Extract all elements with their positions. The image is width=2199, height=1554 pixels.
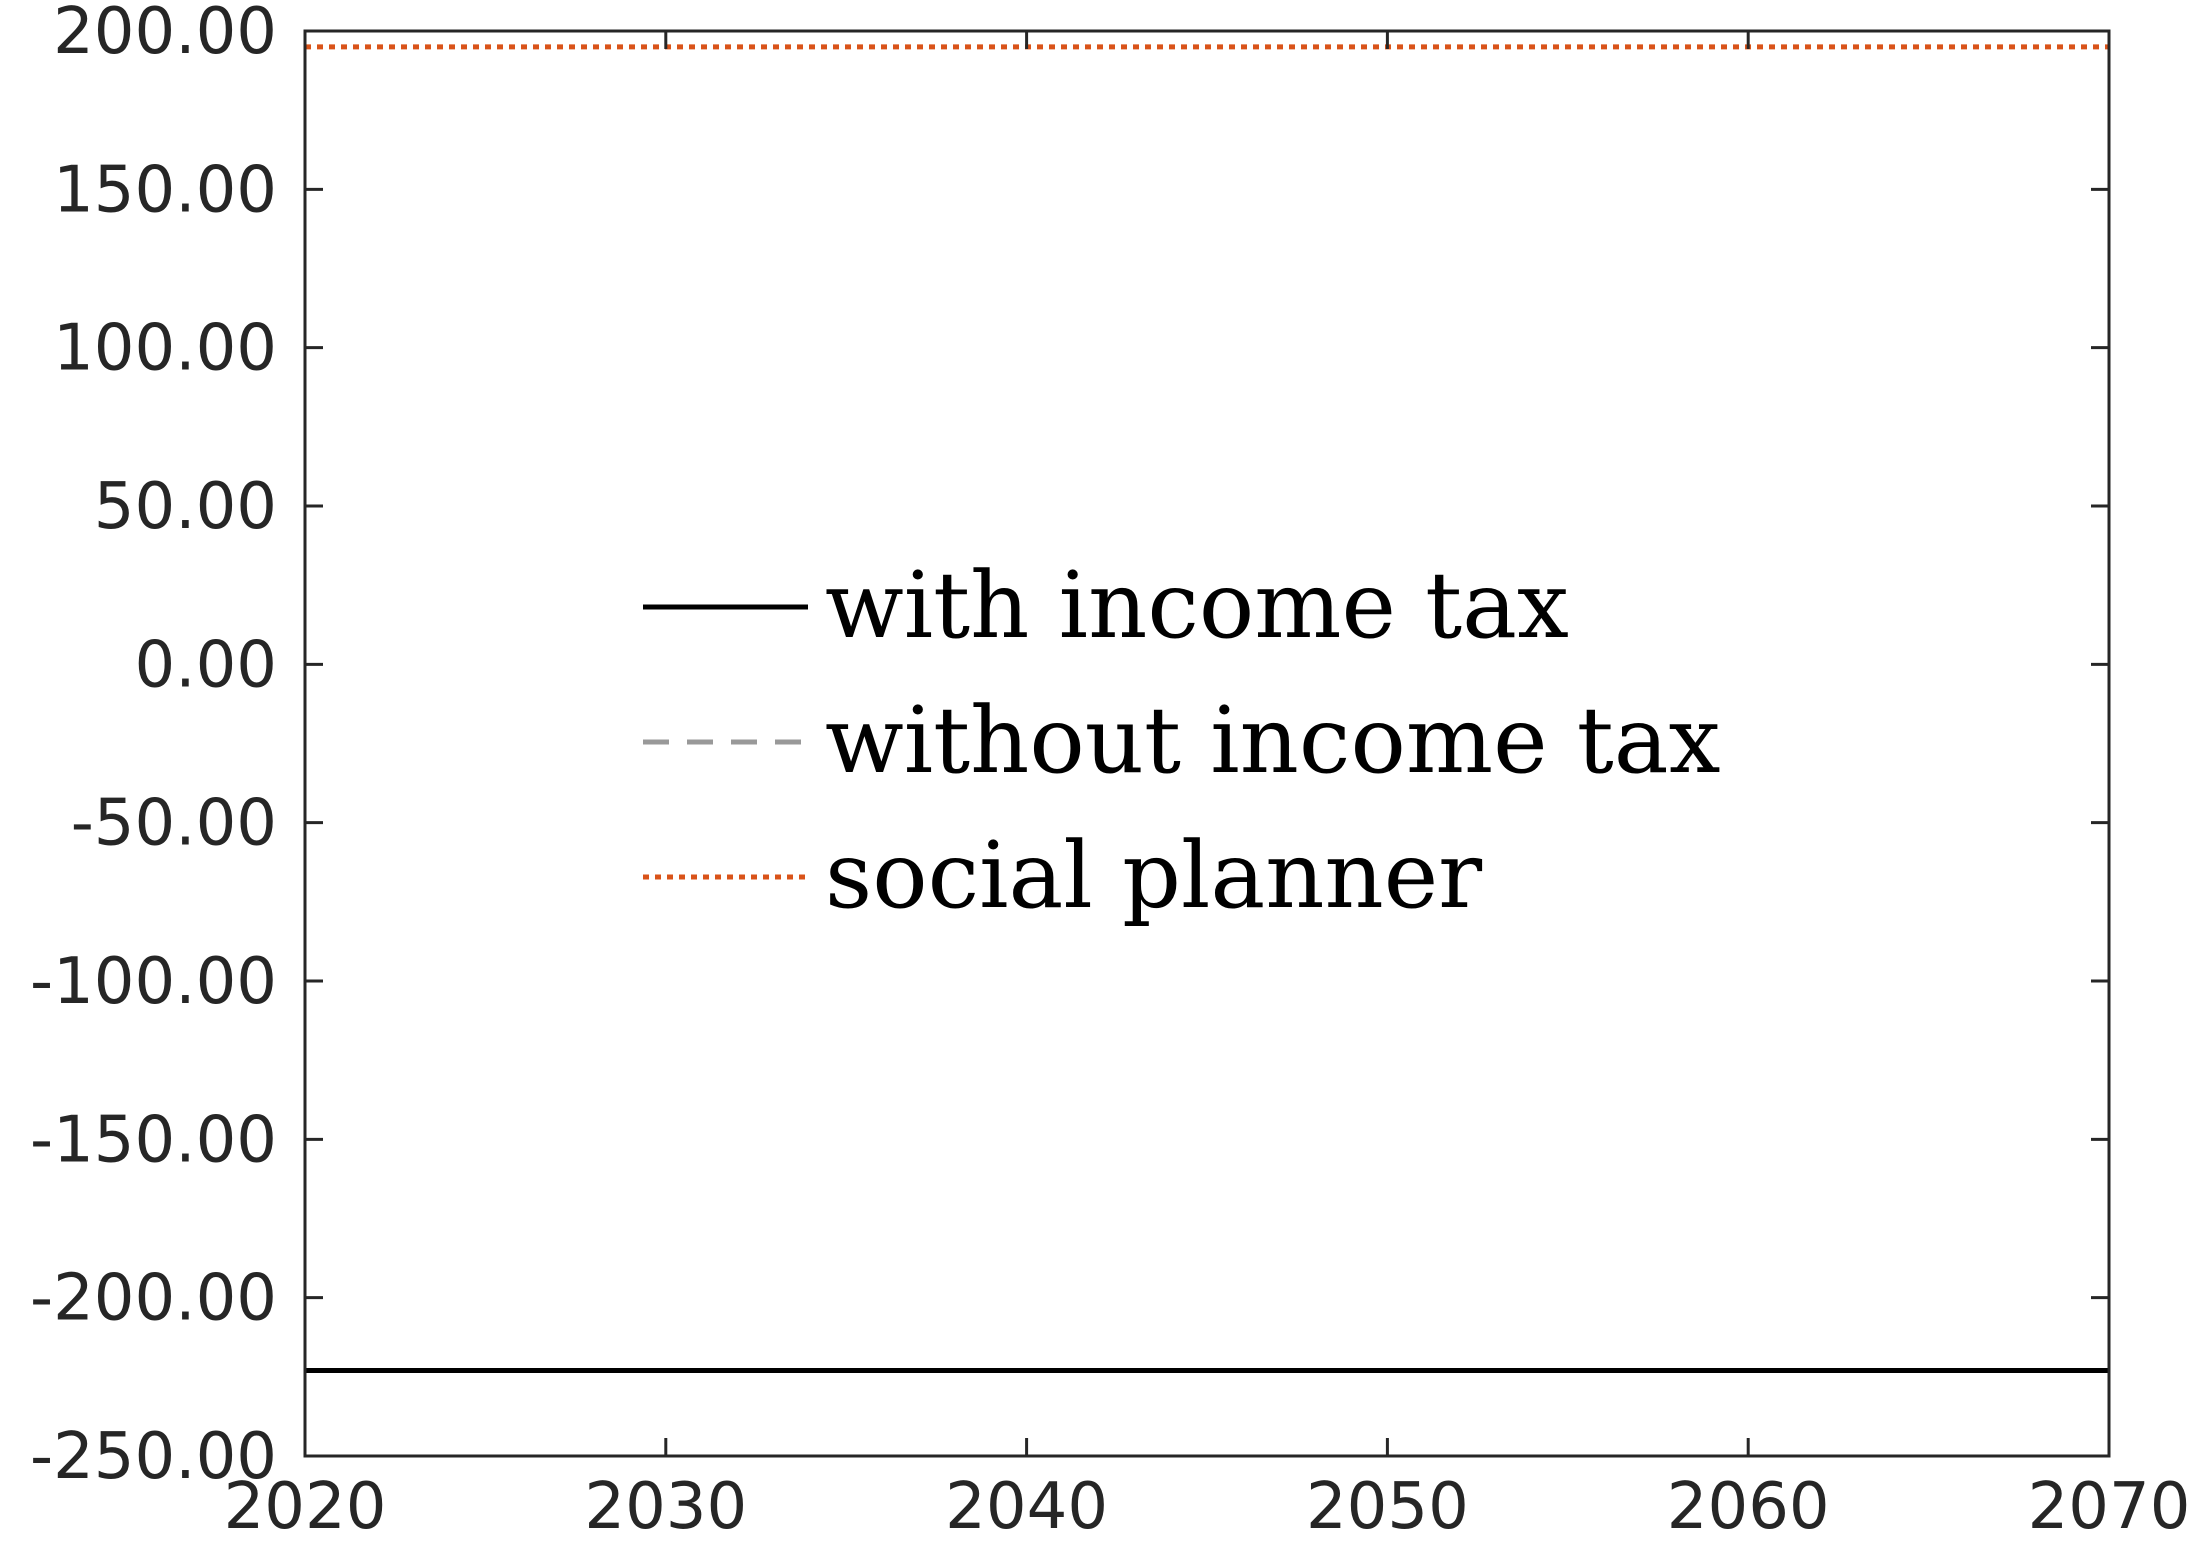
plot-area: [305, 31, 2109, 1456]
x-tick-label: 2070: [2028, 1470, 2191, 1544]
y-tick-label: 50.00: [94, 470, 277, 544]
legend-label-2: social planner: [825, 822, 1482, 929]
y-tick-label: -50.00: [71, 787, 277, 861]
legend-label-0: with income tax: [825, 552, 1569, 659]
x-tick-label: 2030: [584, 1470, 747, 1544]
x-tick-label: 2050: [1306, 1470, 1469, 1544]
y-tick-label: -200.00: [30, 1262, 277, 1336]
y-tick-label: 100.00: [53, 312, 277, 386]
x-tick-label: 2020: [224, 1470, 387, 1544]
y-tick-label: 200.00: [53, 0, 277, 69]
series-layer: [305, 44, 2109, 1373]
x-tick-label: 2060: [1667, 1470, 1830, 1544]
y-tick-label: -100.00: [30, 945, 277, 1019]
legend-label-1: without income tax: [825, 687, 1720, 794]
tick-layer: 2020 2030 2040 2050 2060 2070 -250.00 -200.00 -1…: [30, 0, 2190, 1544]
legend: with income tax without income tax social …: [643, 552, 1720, 929]
y-tick-label: -150.00: [30, 1103, 277, 1177]
y-tick-label: -250.00: [30, 1420, 277, 1494]
x-tick-label: 2040: [945, 1470, 1108, 1544]
y-tick-label: 0.00: [135, 628, 278, 702]
y-tick-label: 150.00: [53, 153, 277, 227]
axes-box: [303, 29, 2111, 1458]
